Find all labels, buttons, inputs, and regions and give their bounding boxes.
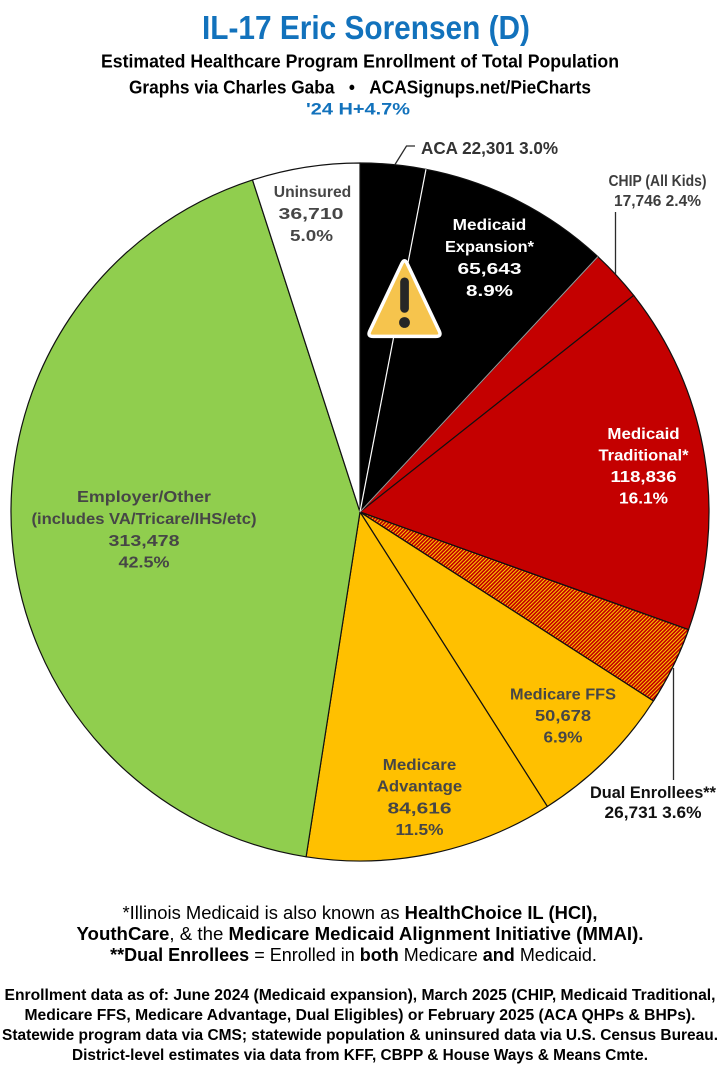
svg-text:Medicare FFS, Medicare Advanta: Medicare FFS, Medicare Advantage, Dual E… [25,1007,696,1024]
svg-text:16.1%: 16.1% [619,491,668,508]
svg-text:Medicaid: Medicaid [453,217,527,234]
svg-text:313,478: 313,478 [109,533,180,550]
svg-text:Dual Enrollees**: Dual Enrollees** [590,784,717,802]
svg-text:Medicare: Medicare [383,757,457,774]
svg-text:Advantage: Advantage [377,779,462,796]
svg-text:5.0%: 5.0% [290,228,333,245]
svg-text:118,836: 118,836 [611,469,677,486]
svg-text:**Dual Enrollees = Enrolled in: **Dual Enrollees = Enrolled in both Medi… [110,945,597,965]
svg-text:11.5%: 11.5% [396,822,444,839]
svg-text:(includes VA/Tricare/IHS/etc): (includes VA/Tricare/IHS/etc) [32,511,257,528]
svg-text:CHIP (All Kids): CHIP (All Kids) [609,173,707,190]
svg-text:50,678: 50,678 [535,708,591,725]
svg-text:Uninsured: Uninsured [274,184,352,201]
svg-text:ACA 22,301 3.0%: ACA 22,301 3.0% [421,138,558,158]
svg-text:*Illinois Medicaid is also kno: *Illinois Medicaid is also known as Heal… [123,903,598,923]
svg-text:26,731 3.6%: 26,731 3.6% [605,804,702,822]
svg-text:Expansion*: Expansion* [445,239,535,256]
svg-text:Statewide program data via CMS: Statewide program data via CMS; statewid… [2,1027,718,1044]
svg-text:Traditional*: Traditional* [599,448,690,465]
svg-text:8.9%: 8.9% [466,283,513,300]
svg-text:Estimated Healthcare Program E: Estimated Healthcare Program Enrollment … [101,51,619,72]
svg-text:Employer/Other: Employer/Other [77,489,211,506]
svg-text:42.5%: 42.5% [119,555,170,572]
svg-text:District-level estimates via d: District-level estimates via data from K… [72,1047,648,1064]
svg-text:84,616: 84,616 [388,800,452,817]
svg-text:YouthCare, & the Medicare Medi: YouthCare, & the Medicare Medicaid Align… [77,924,644,944]
svg-text:Medicare FFS: Medicare FFS [510,687,616,704]
svg-text:6.9%: 6.9% [544,730,583,747]
svg-text:17,746 2.4%: 17,746 2.4% [614,193,701,210]
svg-text:'24 H+4.7%: '24 H+4.7% [306,101,410,119]
svg-text:65,643: 65,643 [458,261,522,278]
svg-text:Graphs via Charles Gaba •: Graphs via Charles Gaba • ACASignups.net… [129,77,591,98]
svg-text:Medicaid: Medicaid [607,426,679,443]
svg-text:Enrollment data as of: June 20: Enrollment data as of: June 2024 (Medica… [5,987,716,1004]
svg-text:IL-17 Eric Sorensen (D): IL-17 Eric Sorensen (D) [202,9,530,46]
svg-text:36,710: 36,710 [279,206,344,223]
